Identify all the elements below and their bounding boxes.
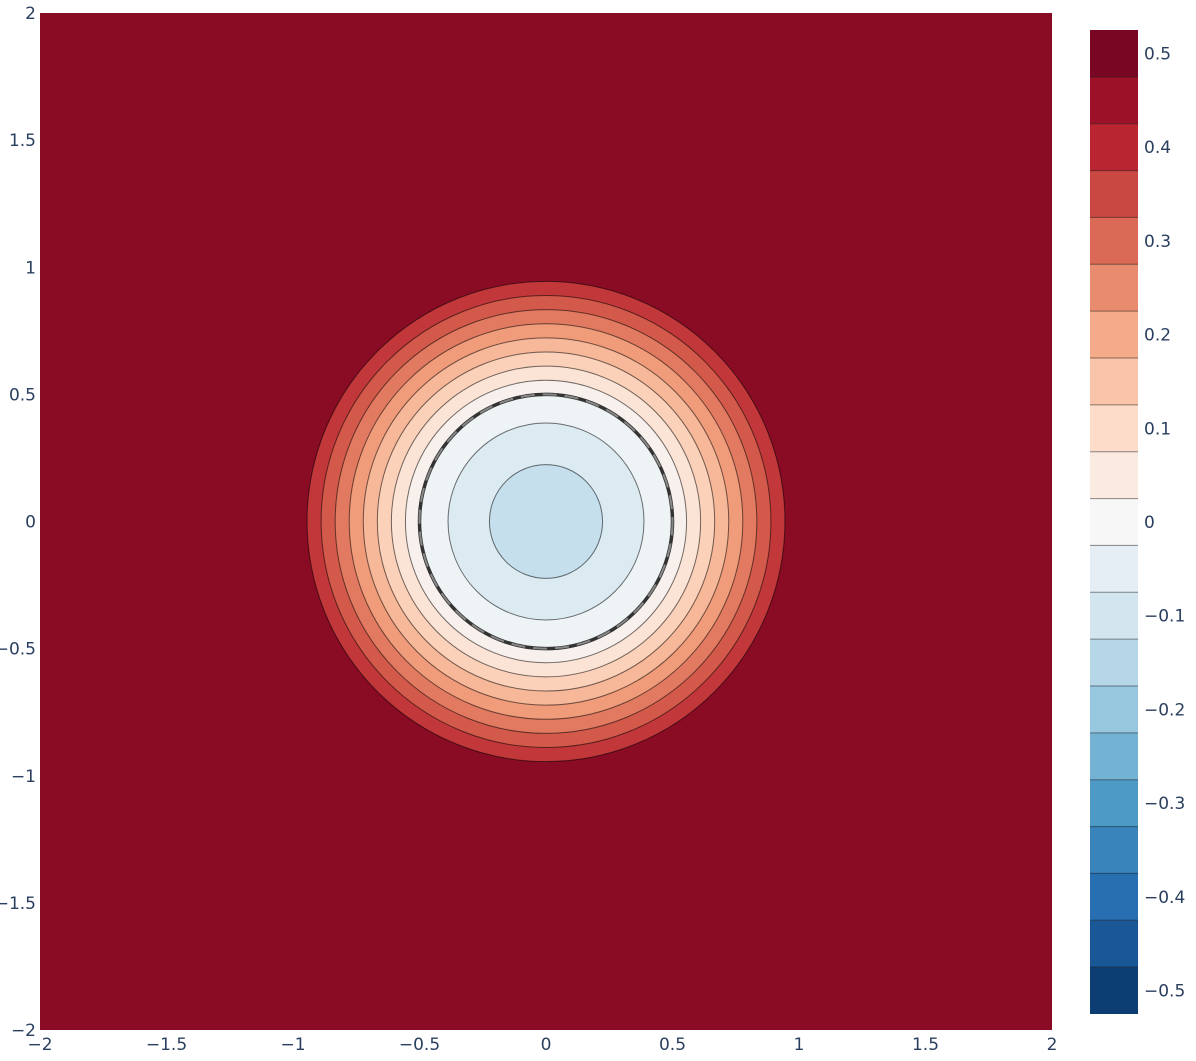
- colorbar-band: [1090, 217, 1138, 265]
- colorbar-band: [1090, 311, 1138, 358]
- y-tick-label: −1.5: [0, 894, 36, 914]
- colorbar-band: [1090, 76, 1138, 124]
- y-tick-label: −1: [11, 767, 36, 787]
- colorbar-band: [1090, 404, 1138, 452]
- colorbar-tick-label: 0.1: [1144, 419, 1171, 439]
- colorbar-band: [1090, 30, 1138, 77]
- y-tick-label: 0: [25, 513, 36, 533]
- colorbar-band: [1090, 967, 1138, 1014]
- x-tick-label: −2: [27, 1035, 52, 1055]
- colorbar-band: [1090, 826, 1138, 874]
- colorbar-tick-label: −0.3: [1144, 794, 1185, 814]
- y-tick-label: 1.5: [9, 131, 36, 151]
- y-tick-label: 2: [25, 4, 36, 24]
- colorbar-band: [1090, 451, 1138, 499]
- colorbar-tick-label: 0.2: [1144, 326, 1171, 346]
- x-tick-label: −1: [280, 1035, 305, 1055]
- y-axis: −2 −1.5 −1 −0.5 0 0.5 1 1.5 2: [0, 4, 36, 1041]
- x-tick-label: 1.5: [912, 1035, 939, 1055]
- colorbar-band: [1090, 732, 1138, 780]
- colorbar-band: [1090, 873, 1138, 921]
- colorbar-tick-label: 0.4: [1144, 138, 1171, 158]
- x-tick-label: −1.5: [146, 1035, 187, 1055]
- y-tick-label: 0.5: [9, 385, 36, 405]
- colorbar-tick-label: 0.3: [1144, 232, 1171, 252]
- x-tick-label: 0: [541, 1035, 552, 1055]
- colorbar-band: [1090, 592, 1138, 640]
- x-tick-label: 0.5: [659, 1035, 686, 1055]
- x-tick-label: 2: [1047, 1035, 1058, 1055]
- plot-area: [40, 13, 1052, 1030]
- zero-contour-dash: [418, 393, 674, 650]
- colorbar-tick-label: 0.5: [1144, 44, 1171, 64]
- x-tick-label: 1: [794, 1035, 805, 1055]
- contour-band: [488, 464, 604, 579]
- colorbar-band: [1090, 686, 1138, 733]
- colorbar-band: [1090, 920, 1138, 968]
- colorbar-band: [1090, 545, 1138, 593]
- colorbar-tick-label: −0.4: [1144, 888, 1185, 908]
- colorbar-tick-label: −0.1: [1144, 607, 1185, 627]
- colorbar-tick-label: −0.2: [1144, 700, 1185, 720]
- y-tick-label: −0.5: [0, 640, 36, 660]
- colorbar-band: [1090, 358, 1138, 405]
- colorbar-band: [1090, 498, 1138, 546]
- colorbar-tick-label: −0.5: [1144, 982, 1185, 1002]
- colorbar-band: [1090, 123, 1138, 171]
- y-tick-label: −2: [11, 1021, 36, 1041]
- colorbar-band: [1090, 170, 1138, 218]
- x-axis: −2 −1.5 −1 −0.5 0 0.5 1 1.5 2: [27, 1035, 1057, 1055]
- colorbar-tick-label: 0: [1144, 513, 1155, 533]
- colorbar-band: [1090, 639, 1138, 686]
- colorbar-band: [1090, 779, 1138, 827]
- colorbar: 0.5 0.4 0.3 0.2 0.1 0 −0.1 −0.2 −0.3 −0.4 −0.5: [1090, 30, 1185, 1014]
- x-tick-label: −0.5: [399, 1035, 440, 1055]
- y-tick-label: 1: [25, 258, 36, 278]
- colorbar-band: [1090, 264, 1138, 312]
